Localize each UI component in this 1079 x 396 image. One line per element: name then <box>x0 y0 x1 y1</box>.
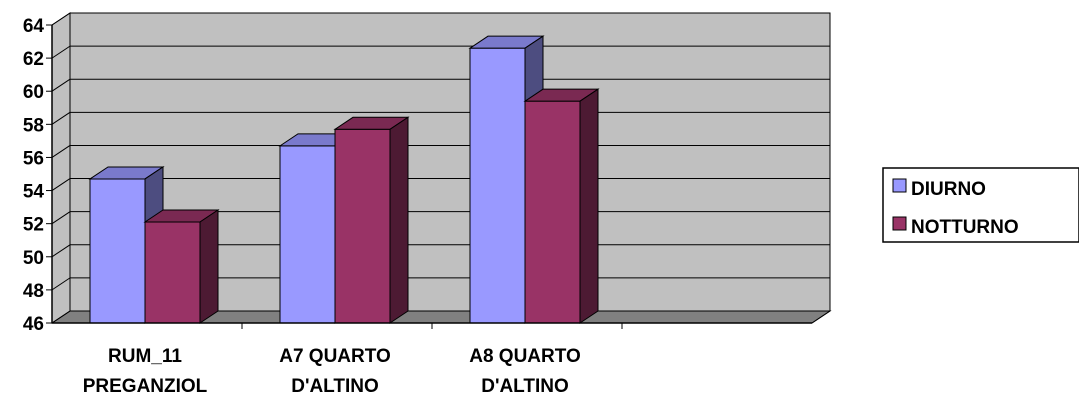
y-tick-label: 54 <box>23 182 45 203</box>
legend-swatch-notturno <box>893 217 906 230</box>
y-tick-label: 52 <box>23 215 44 236</box>
side-wall-face <box>52 13 70 323</box>
bar-notturno-2 <box>525 89 598 323</box>
y-tick-label: 46 <box>23 314 44 335</box>
bar-side <box>390 117 408 323</box>
y-tick-label: 60 <box>23 82 44 103</box>
bar-front <box>470 48 525 323</box>
bar-front <box>525 101 580 323</box>
y-tick-label: 64 <box>23 16 45 37</box>
x-category-label: A8 QUARTO <box>469 346 581 367</box>
x-category-label: D'ALTINO <box>481 376 569 396</box>
bar-notturno-1 <box>335 117 408 323</box>
y-tick-label: 48 <box>23 281 44 302</box>
bar-front <box>335 129 390 323</box>
legend-label-diurno: DIURNO <box>911 179 986 200</box>
x-category-label: D'ALTINO <box>291 376 379 396</box>
bar-front <box>90 179 145 323</box>
y-axis-tick-labels: 46 48 50 52 54 56 58 60 62 64 <box>23 16 45 335</box>
legend-swatch-diurno <box>893 179 906 192</box>
y-tick-label: 62 <box>23 49 44 70</box>
legend: DIURNO NOTTURNO <box>883 168 1079 242</box>
x-axis-category-labels: RUM_11 PREGANZIOL A7 QUARTO D'ALTINO A8 QUAR… <box>83 346 581 396</box>
y-tick-label: 58 <box>23 115 44 136</box>
x-category-label: PREGANZIOL <box>83 376 208 396</box>
bar-notturno-0 <box>145 210 218 323</box>
y-tick-label: 50 <box>23 248 44 269</box>
bar-side <box>200 210 218 323</box>
x-category-label: A7 QUARTO <box>279 346 391 367</box>
bar-front <box>280 146 335 323</box>
x-category-label: RUM_11 <box>108 346 182 367</box>
y-tick-label: 56 <box>23 148 44 169</box>
bar-side <box>580 89 598 323</box>
legend-label-notturno: NOTTURNO <box>911 217 1019 238</box>
bar-front <box>145 222 200 323</box>
chart-side-wall <box>52 13 70 323</box>
